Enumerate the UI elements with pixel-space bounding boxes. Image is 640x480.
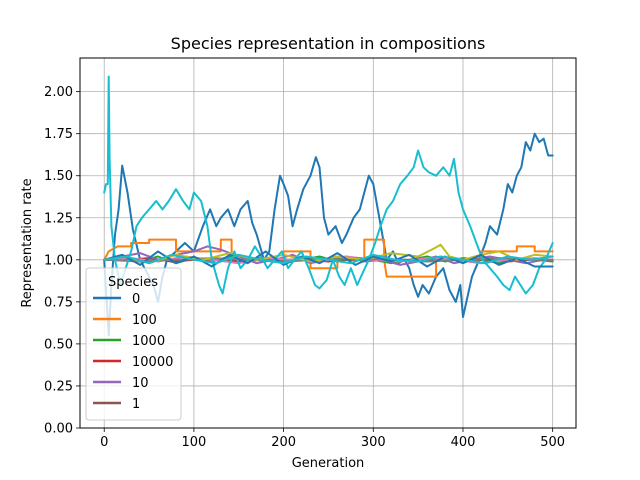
y-tick-label: 1.00 bbox=[44, 253, 73, 268]
x-tick-label: 300 bbox=[361, 435, 386, 450]
x-tick-label: 400 bbox=[451, 435, 476, 450]
series-line-0 bbox=[103, 132, 554, 337]
x-axis-ticks: 0 100 200 300 400 500 bbox=[100, 428, 565, 450]
x-tick-label: 0 bbox=[100, 435, 108, 450]
chart-title: Species representation in compositions bbox=[171, 34, 486, 53]
legend: Species 0 100 1000 10000 10 1 bbox=[85, 267, 182, 421]
y-axis-ticks: 0.00 0.25 0.50 0.75 1.00 1.25 1.50 1.75 2.00 bbox=[44, 85, 80, 437]
y-axis-label: Representation rate bbox=[20, 178, 35, 307]
legend-label: 0 bbox=[132, 292, 140, 307]
y-tick-label: 0.50 bbox=[44, 337, 73, 352]
x-tick-label: 100 bbox=[181, 435, 206, 450]
y-tick-label: 2.00 bbox=[44, 85, 73, 100]
series-line-unnamed-7 bbox=[103, 257, 554, 263]
series-line-unnamed-11 bbox=[103, 253, 554, 265]
legend-label: 1000 bbox=[132, 334, 165, 349]
x-axis-label: Generation bbox=[292, 456, 365, 471]
y-tick-label: 1.50 bbox=[44, 169, 73, 184]
x-tick-label: 500 bbox=[540, 435, 565, 450]
y-tick-label: 0.00 bbox=[44, 422, 73, 437]
series-lines bbox=[103, 75, 554, 337]
y-tick-label: 0.25 bbox=[44, 379, 73, 394]
series-line-unnamed-9 bbox=[103, 75, 554, 295]
x-tick-label: 200 bbox=[271, 435, 296, 450]
plot-frame bbox=[79, 57, 577, 429]
legend-label: 10000 bbox=[132, 355, 173, 370]
legend-entries: 0 100 1000 10000 10 1 bbox=[93, 292, 173, 412]
y-tick-label: 0.75 bbox=[44, 295, 73, 310]
legend-label: 1 bbox=[132, 397, 140, 412]
legend-label: 100 bbox=[132, 313, 157, 328]
legend-label: 10 bbox=[132, 376, 149, 391]
y-tick-label: 1.75 bbox=[44, 127, 73, 142]
y-tick-label: 1.25 bbox=[44, 211, 73, 226]
legend-title: Species bbox=[108, 275, 158, 290]
series-line-unnamed-10 bbox=[103, 250, 554, 268]
